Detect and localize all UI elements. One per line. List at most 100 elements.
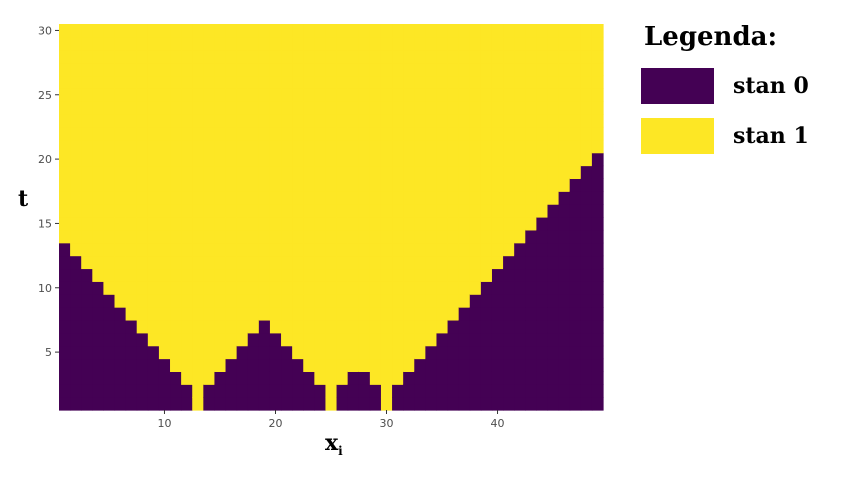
heatmap-cell <box>192 307 204 321</box>
heatmap-cell <box>70 191 82 205</box>
heatmap-cell <box>480 281 493 295</box>
heatmap-cell <box>147 36 160 51</box>
heatmap-cell <box>269 294 282 308</box>
heatmap-cell <box>414 358 426 372</box>
heatmap-cell <box>547 62 560 77</box>
heatmap-cell <box>347 62 360 77</box>
heatmap-cell <box>447 268 460 282</box>
heatmap-cell <box>70 114 82 128</box>
heatmap-cell <box>258 49 271 64</box>
heatmap-cell <box>92 294 105 308</box>
heatmap-cell <box>591 204 604 218</box>
heatmap-cell <box>247 191 260 205</box>
heatmap-cell <box>458 255 471 270</box>
heatmap-cell <box>536 307 549 321</box>
heatmap-cell <box>81 332 93 347</box>
heatmap-cell <box>514 397 526 411</box>
heatmap-cell <box>181 101 193 115</box>
heatmap-cell <box>380 307 393 321</box>
heatmap-cell <box>469 75 482 89</box>
heatmap-cell <box>181 152 193 167</box>
heatmap-cell <box>392 88 404 102</box>
heatmap-cell <box>392 49 404 64</box>
heatmap-cell <box>114 49 127 64</box>
heatmap-cell <box>503 371 515 385</box>
heatmap-cell <box>325 319 338 334</box>
heatmap-cell <box>447 384 460 398</box>
heatmap-cell <box>558 36 571 51</box>
heatmap-cell <box>59 114 71 128</box>
heatmap-cell <box>236 281 249 295</box>
heatmap-cell <box>269 307 282 321</box>
heatmap-cell <box>81 384 93 398</box>
heatmap-cell <box>569 332 582 347</box>
heatmap-cell <box>225 165 238 179</box>
heatmap-cell <box>103 358 116 372</box>
heatmap-cell <box>92 217 105 231</box>
heatmap-cell <box>103 126 116 141</box>
heatmap-cell <box>447 88 460 102</box>
heatmap-cell <box>203 294 216 308</box>
heatmap-cell <box>558 126 571 141</box>
heatmap-cell <box>514 358 526 372</box>
heatmap-cell <box>214 319 227 334</box>
heatmap-cell <box>380 126 393 141</box>
heatmap-cell <box>525 126 537 141</box>
heatmap-cell <box>158 345 171 360</box>
heatmap-cell <box>247 229 260 244</box>
heatmap-cell <box>547 319 560 334</box>
heatmap-cell <box>236 229 249 244</box>
heatmap-cell <box>247 36 260 51</box>
legend-item-stan-1: stan 1 <box>641 111 809 161</box>
heatmap-cell <box>225 24 238 38</box>
heatmap-cell <box>70 332 82 347</box>
heatmap-cell <box>92 178 105 192</box>
heatmap-cell <box>392 319 404 334</box>
heatmap-cell <box>281 268 293 282</box>
heatmap-cell <box>247 114 260 128</box>
heatmap-cell <box>125 358 138 372</box>
heatmap-cell <box>203 165 216 179</box>
heatmap-cell <box>536 255 549 270</box>
heatmap-cell <box>147 319 160 334</box>
heatmap-cell <box>59 178 71 192</box>
heatmap-cell <box>114 204 127 218</box>
heatmap-cell <box>591 371 604 385</box>
heatmap-cell <box>192 88 204 102</box>
heatmap-cell <box>214 384 227 398</box>
heatmap-cell <box>447 332 460 347</box>
heatmap-cell <box>292 281 304 295</box>
heatmap-cell <box>125 397 138 411</box>
heatmap-cell <box>425 281 438 295</box>
heatmap-cell <box>514 139 526 154</box>
heatmap-cell <box>214 294 227 308</box>
heatmap-cell <box>247 319 260 334</box>
heatmap-cell <box>170 229 182 244</box>
heatmap-cell <box>369 242 382 257</box>
heatmap-cell <box>303 152 315 167</box>
heatmap-cell <box>480 165 493 179</box>
heatmap-cell <box>358 397 371 411</box>
heatmap-cell <box>325 152 338 167</box>
heatmap-cell <box>336 371 349 385</box>
heatmap-cell <box>81 397 93 411</box>
heatmap-cell <box>325 114 338 128</box>
heatmap-cell <box>469 165 482 179</box>
heatmap-cell <box>92 191 105 205</box>
heatmap-cell <box>558 281 571 295</box>
heatmap-cell <box>425 358 438 372</box>
heatmap-cell <box>269 384 282 398</box>
heatmap-cell <box>414 268 426 282</box>
heatmap-cell <box>392 191 404 205</box>
heatmap-cell <box>447 217 460 231</box>
heatmap-cell <box>170 126 182 141</box>
heatmap-cell <box>214 307 227 321</box>
heatmap-cell <box>203 152 216 167</box>
heatmap-cell <box>269 204 282 218</box>
heatmap-cell <box>236 165 249 179</box>
heatmap-cell <box>225 114 238 128</box>
heatmap-cell <box>469 204 482 218</box>
heatmap-cell <box>70 268 82 282</box>
heatmap-cell <box>181 268 193 282</box>
heatmap-cell <box>70 255 82 270</box>
